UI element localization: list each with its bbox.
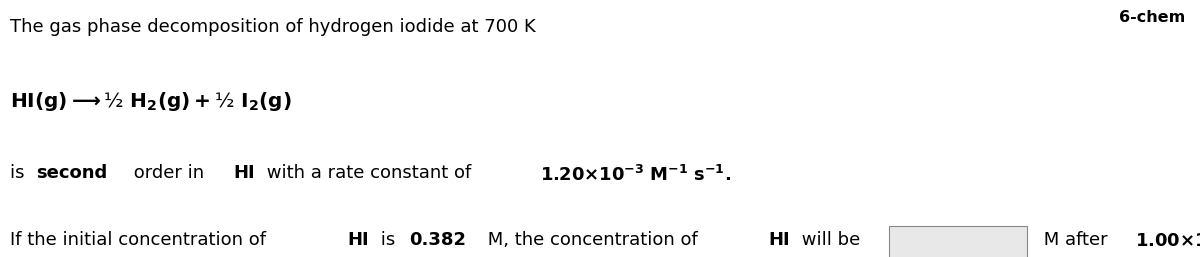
Text: HI: HI [347, 231, 368, 249]
Text: M after: M after [1038, 231, 1112, 249]
Text: with a rate constant of: with a rate constant of [262, 164, 478, 182]
Text: HI: HI [233, 164, 254, 182]
Text: 0.382: 0.382 [409, 231, 466, 249]
Text: will be: will be [796, 231, 860, 249]
Text: 6-chem: 6-chem [1120, 10, 1186, 25]
Text: HI: HI [768, 231, 790, 249]
FancyBboxPatch shape [889, 226, 1027, 257]
Text: If the initial concentration of: If the initial concentration of [10, 231, 271, 249]
Text: The gas phase decomposition of hydrogen iodide at 700 K: The gas phase decomposition of hydrogen … [10, 18, 535, 36]
Text: $\mathbf{1.20{\times}10^{-3}\ M^{-1}\ s^{-1}}$.: $\mathbf{1.20{\times}10^{-3}\ M^{-1}\ s^… [540, 164, 731, 185]
Text: is: is [10, 164, 30, 182]
Text: is: is [376, 231, 401, 249]
Text: $\bf{HI(g){\longrightarrow}}$½ $\bf{H_2(g) + }$½ $\bf{I_2(g)}$: $\bf{HI(g){\longrightarrow}}$½ $\bf{H_2(… [10, 90, 292, 113]
Text: M, the concentration of: M, the concentration of [482, 231, 704, 249]
Text: order in: order in [127, 164, 210, 182]
Text: second: second [36, 164, 107, 182]
Text: $\mathbf{1.00{\times}10^{4}\ seconds}$: $\mathbf{1.00{\times}10^{4}\ seconds}$ [1135, 231, 1200, 251]
